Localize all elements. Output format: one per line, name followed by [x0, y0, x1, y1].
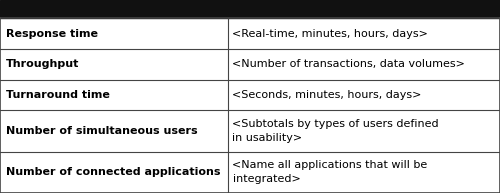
- Text: Number of connected applications: Number of connected applications: [6, 167, 220, 177]
- Text: Throughput: Throughput: [6, 59, 80, 69]
- Text: <Number of transactions, data volumes>: <Number of transactions, data volumes>: [232, 59, 466, 69]
- Text: Turnaround time: Turnaround time: [6, 90, 110, 100]
- Text: Number of simultaneous users: Number of simultaneous users: [6, 126, 198, 136]
- Bar: [0, 0, 500, 18]
- Text: <Real-time, minutes, hours, days>: <Real-time, minutes, hours, days>: [232, 29, 428, 39]
- Text: <Name all applications that will be
integrated>: <Name all applications that will be inte…: [232, 160, 428, 184]
- Text: <Subtotals by types of users defined
in usability>: <Subtotals by types of users defined in …: [232, 119, 439, 143]
- Text: <Seconds, minutes, hours, days>: <Seconds, minutes, hours, days>: [232, 90, 422, 100]
- Text: Response time: Response time: [6, 29, 98, 39]
